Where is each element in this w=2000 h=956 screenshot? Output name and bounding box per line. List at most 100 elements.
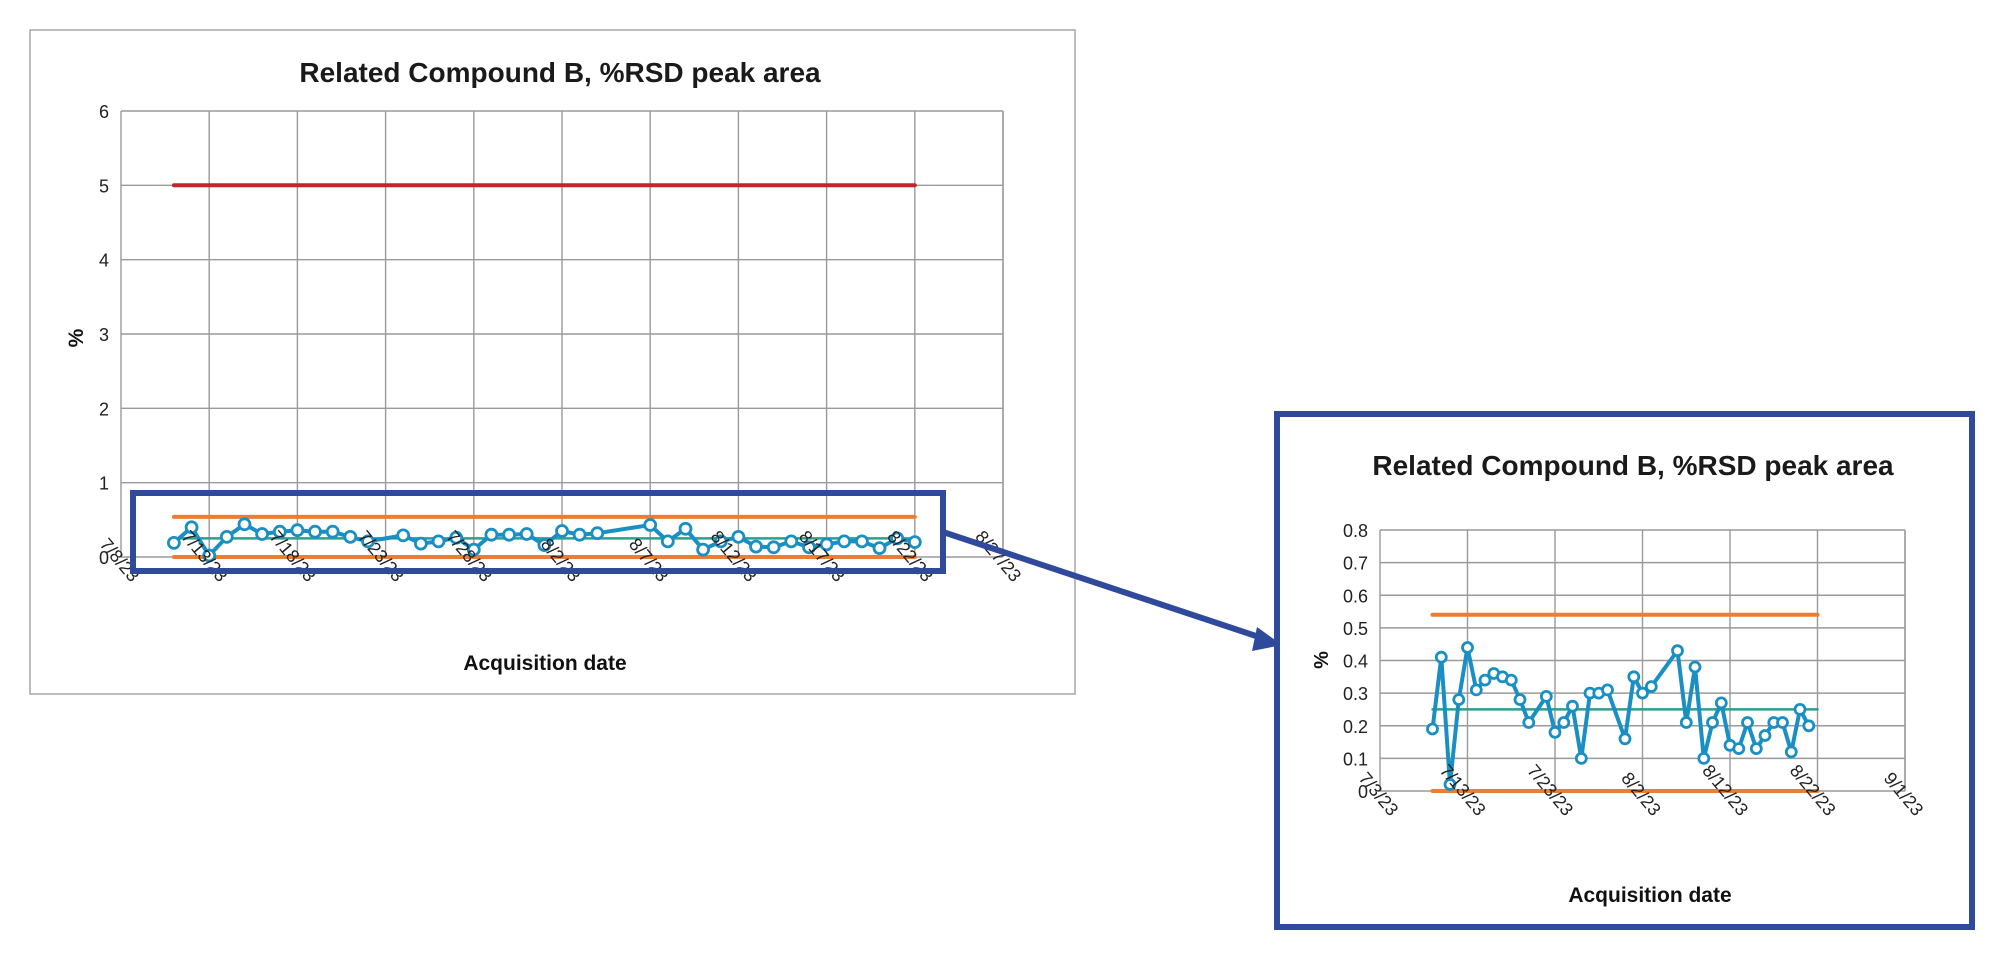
main-data-point xyxy=(290,523,305,538)
main-data-point xyxy=(272,524,287,539)
inset-data-point xyxy=(1688,660,1702,674)
inset-data-point xyxy=(1443,778,1457,791)
main-data-point xyxy=(202,548,217,563)
main-data-point xyxy=(166,536,181,550)
main-series-line-data xyxy=(171,522,917,558)
inset-data-point xyxy=(1574,752,1588,765)
main-chart-x-axis-title: Acquisition date xyxy=(463,652,626,675)
inset-data-point xyxy=(1749,742,1763,755)
main-data-point xyxy=(519,527,534,541)
inset-data-point xyxy=(1601,683,1614,697)
main-data-point xyxy=(819,537,834,552)
main-data-point xyxy=(555,524,569,538)
main-data-point xyxy=(361,534,375,549)
main-data-point xyxy=(872,541,887,555)
inset-data-point xyxy=(1802,719,1816,733)
inset-y-tick-label: 0.4 xyxy=(1343,652,1368,672)
inset-data-point xyxy=(1539,690,1553,703)
main-data-point xyxy=(484,527,499,542)
main-data-point xyxy=(802,540,816,555)
inset-chart-y-ticks: 0 0.1 0.2 0.3 0.4 0.5 0.6 0.7 0.8 xyxy=(1343,521,1368,802)
inset-chart: Related Compound B, %RSD peak area 00.10… xyxy=(1274,411,1975,930)
inset-y-tick-label: 0 xyxy=(1358,782,1368,802)
main-data-point xyxy=(890,531,905,546)
main-data-point xyxy=(184,520,199,535)
inset-data-point xyxy=(1697,752,1711,765)
main-data-point xyxy=(219,530,234,544)
main-data-point xyxy=(466,542,481,557)
inset-data-point xyxy=(1793,703,1807,716)
inset-data-point xyxy=(1504,673,1518,687)
inset-data-point xyxy=(1679,716,1693,729)
main-data-point xyxy=(855,534,869,549)
main-y-tick-label: 3 xyxy=(99,325,109,345)
inset-data-point xyxy=(1522,716,1536,729)
main-data-point xyxy=(502,527,517,542)
main-data-point xyxy=(766,540,781,555)
main-data-point xyxy=(784,534,799,549)
inset-data-point xyxy=(1566,699,1579,713)
inset-data-point xyxy=(1784,745,1798,759)
main-data-point xyxy=(431,534,446,549)
inset-data-point xyxy=(1618,732,1632,746)
main-chart-series xyxy=(166,183,922,563)
inset-y-tick-label: 0.2 xyxy=(1343,717,1368,737)
main-data-point xyxy=(731,530,746,544)
inset-data-point xyxy=(1714,696,1728,710)
main-data-point xyxy=(907,535,922,549)
main-data-point xyxy=(255,527,270,541)
main-chart-frame xyxy=(29,29,1076,695)
main-chart-title: Related Compound B, %RSD peak area xyxy=(299,57,821,88)
inset-data-point xyxy=(1636,686,1649,700)
inset-chart-series xyxy=(1426,612,1820,793)
main-chart-y-ticks: 0 1 2 3 4 5 6 xyxy=(99,102,109,568)
main-data-point xyxy=(537,538,552,552)
inset-data-point xyxy=(1706,716,1719,729)
inset-data-point xyxy=(1461,641,1474,654)
main-y-tick-label: 2 xyxy=(99,399,109,419)
main-data-point xyxy=(643,518,658,532)
inset-data-point xyxy=(1732,742,1746,755)
inset-data-point xyxy=(1557,716,1571,729)
main-data-point xyxy=(572,527,587,542)
main-data-point xyxy=(449,530,464,545)
inset-data-point xyxy=(1469,683,1483,697)
inset-y-tick-label: 0.6 xyxy=(1343,586,1368,606)
inset-y-tick-label: 0.8 xyxy=(1343,521,1368,541)
main-data-point xyxy=(837,534,852,549)
inset-data-point xyxy=(1548,725,1562,739)
main-data-point xyxy=(678,521,693,536)
main-data-point xyxy=(713,534,728,549)
main-data-point xyxy=(590,526,605,541)
inset-data-point xyxy=(1434,650,1448,664)
inset-y-tick-label: 0.7 xyxy=(1343,554,1368,574)
inset-y-tick-label: 0.1 xyxy=(1343,749,1368,769)
inset-data-point xyxy=(1513,693,1527,706)
inset-data-point xyxy=(1426,722,1439,736)
inset-data-point xyxy=(1758,729,1772,742)
main-y-tick-label: 0 xyxy=(99,548,109,568)
inset-y-tick-label: 0.3 xyxy=(1343,684,1368,704)
inset-data-point xyxy=(1452,693,1466,706)
main-data-point xyxy=(396,528,411,543)
inset-chart-title: Related Compound B, %RSD peak area xyxy=(1372,450,1894,481)
inset-data-point xyxy=(1627,670,1641,684)
main-data-point xyxy=(308,524,322,539)
inset-y-tick-label: 0.5 xyxy=(1343,619,1368,639)
inset-data-point xyxy=(1776,716,1789,729)
inset-data-point xyxy=(1671,644,1684,658)
main-y-tick-label: 6 xyxy=(99,102,109,122)
main-data-point xyxy=(325,524,340,539)
main-y-tick-label: 1 xyxy=(99,474,109,494)
main-chart: Related Compound B, %RSD peak area 0 1 2 3 4… xyxy=(29,29,1076,695)
main-data-point xyxy=(413,536,428,551)
main-chart-y-axis-title: % xyxy=(65,328,88,347)
inset-data-point xyxy=(1741,716,1754,729)
inset-chart-y-axis-title: % xyxy=(1311,651,1333,669)
main-data-point xyxy=(696,542,710,557)
inset-chart-x-axis-title: Acquisition date xyxy=(1568,884,1731,907)
main-data-point xyxy=(749,539,763,554)
main-y-tick-label: 4 xyxy=(99,251,109,271)
main-data-point xyxy=(343,530,358,544)
